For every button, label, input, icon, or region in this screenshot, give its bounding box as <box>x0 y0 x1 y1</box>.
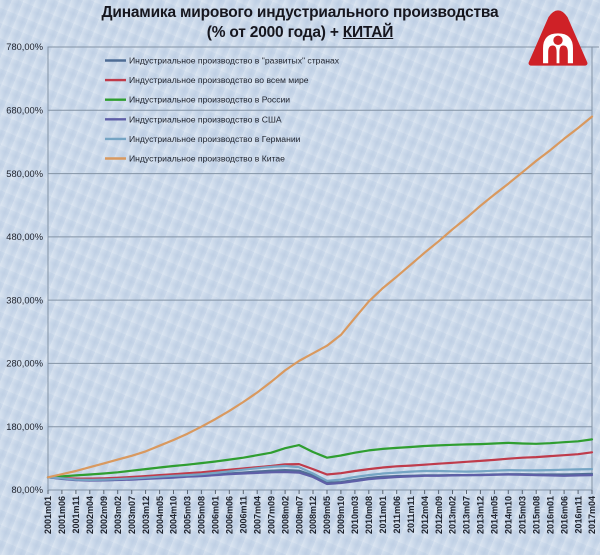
aftershock-logo-icon <box>523 9 593 67</box>
y-tick-label: 280,00% <box>6 359 43 369</box>
x-tick-label: 2002m09 <box>99 496 109 534</box>
x-tick-label: 2014m10 <box>504 496 514 534</box>
x-tick-label: 2004m05 <box>155 496 165 534</box>
x-tick-label: 2013m02 <box>448 496 458 534</box>
x-tick-label: 2007m04 <box>252 496 262 534</box>
x-tick-label: 2013m12 <box>476 496 486 534</box>
x-tick-label: 2010m03 <box>350 496 360 534</box>
chart-title-line2-prefix: (% от 2000 года) + <box>206 24 343 41</box>
x-tick-label: 2001m11 <box>71 496 81 534</box>
x-tick-label: 2007m09 <box>266 496 276 534</box>
x-tick-label: 2015m08 <box>531 496 541 534</box>
plot-border <box>47 46 593 491</box>
x-tick-label: 2005m03 <box>183 496 193 534</box>
x-tick-label: 2012m04 <box>420 496 430 534</box>
x-tick-label: 2003m07 <box>127 496 137 534</box>
legend-label-world: Индустриальное производство во всем мире <box>129 75 309 85</box>
y-tick-label: 780,00% <box>6 42 43 52</box>
chart-title-line2: (% от 2000 года) + КИТАЙ <box>0 23 600 43</box>
x-tick-label: 2014m05 <box>490 496 500 534</box>
legend-label-china: Индустриальное производство в Китае <box>129 154 285 164</box>
x-tick-label: 2011m06 <box>392 496 402 534</box>
x-tick-label: 2009m10 <box>336 496 346 534</box>
y-tick-label: 180,00% <box>6 422 43 432</box>
x-tick-label: 2003m02 <box>113 496 123 534</box>
x-tick-label: 2003m12 <box>141 496 151 534</box>
series-line-germany <box>46 464 594 482</box>
chart-title-line1: Динамика мирового индустриального произв… <box>101 4 499 21</box>
y-tick-label: 680,00% <box>6 106 43 116</box>
x-tick-label: 2009m05 <box>322 496 332 534</box>
x-tick-label: 2006m06 <box>225 496 235 534</box>
x-tick-label: 2001m01 <box>43 496 53 534</box>
x-tick-label: 2006m11 <box>239 496 249 534</box>
legend-label-developed: Индустриальное производство в "развитых"… <box>129 56 340 66</box>
aftershock-logo-svg <box>528 10 588 66</box>
x-tick-label: 2008m02 <box>280 496 290 534</box>
x-tick-label: 2013m07 <box>462 496 472 534</box>
series-line-world <box>46 451 594 480</box>
legend-label-russia: Индустриальное производство в России <box>129 95 290 105</box>
chart-title-china: КИТАЙ <box>342 24 394 41</box>
series-line-china <box>46 115 594 479</box>
x-tick-label: 2011m01 <box>378 496 388 534</box>
y-tick-label: 380,00% <box>6 295 43 305</box>
legend-label-germany: Индустриальное производство в Германии <box>129 134 301 144</box>
x-tick-label: 2002m04 <box>85 496 95 534</box>
x-tick-label: 2005m08 <box>197 496 207 534</box>
x-tick-label: 2016m01 <box>545 496 555 534</box>
x-tick-label: 2006m01 <box>211 496 221 534</box>
series-line-russia <box>46 438 594 479</box>
logo-dome-dot <box>553 35 563 46</box>
x-tick-label: 2008m12 <box>308 496 318 534</box>
logo-m-shape <box>543 33 573 64</box>
y-tick-label: 580,00% <box>6 169 43 179</box>
x-tick-label: 2016m06 <box>559 496 569 534</box>
y-tick-label: 480,00% <box>6 232 43 242</box>
x-tick-label: 2008m07 <box>294 496 304 534</box>
x-tick-label: 2010m08 <box>364 496 374 534</box>
x-tick-label: 2004m10 <box>169 496 179 534</box>
x-tick-label: 2012m09 <box>434 496 444 534</box>
x-tick-label: 2015m03 <box>518 496 528 534</box>
x-tick-label: 2016m11 <box>573 496 583 534</box>
x-tick-label: 2001m06 <box>57 496 67 534</box>
x-tick-label: 2017m04 <box>587 496 597 534</box>
y-tick-label: 80,00% <box>11 485 43 495</box>
series-line-usa <box>46 470 594 486</box>
x-tick-label: 2011m11 <box>406 496 416 533</box>
legend-label-usa: Индустриальное производство в США <box>129 114 282 124</box>
chart-title: Динамика мирового индустриального произв… <box>0 3 600 43</box>
